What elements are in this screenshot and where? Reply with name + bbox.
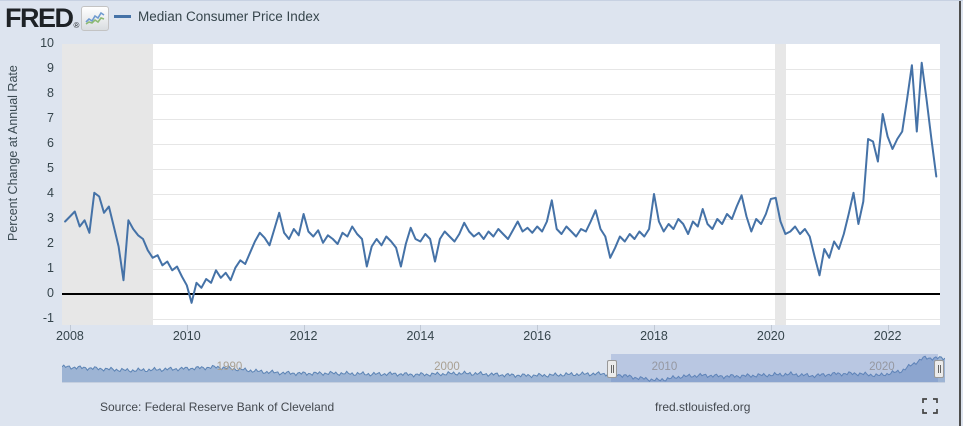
date-range-navigator[interactable]: 1990 2000 2010 2020 <box>62 354 945 383</box>
x-tick-label: 2014 <box>406 329 435 343</box>
x-tick-mark <box>887 325 889 331</box>
y-tick-label: 5 <box>47 161 54 175</box>
navigator-left-handle[interactable] <box>607 360 618 378</box>
x-tick-mark <box>770 325 772 331</box>
y-gridline <box>62 194 940 195</box>
fred-sparkline-icon <box>81 5 110 31</box>
y-gridline <box>62 269 940 270</box>
legend-item-median-cpi[interactable]: Median Consumer Price Index <box>114 9 320 24</box>
x-tick-label: 2010 <box>172 329 201 343</box>
navigator-year-label: 1990 <box>216 361 243 373</box>
y-gridline <box>62 244 940 245</box>
x-tick-mark <box>303 325 305 331</box>
window-right-border <box>959 1 961 426</box>
y-gridline <box>62 69 940 70</box>
x-tick-mark <box>537 325 539 331</box>
y-tick-label: 8 <box>47 86 54 100</box>
fred-site-link[interactable]: fred.stlouisfed.org <box>655 400 751 414</box>
zero-value-line <box>62 293 940 295</box>
navigator-year-label: 2000 <box>434 361 460 373</box>
navigator-right-handle[interactable] <box>934 360 945 378</box>
y-tick-label: 9 <box>47 61 54 75</box>
x-tick-label: 2020 <box>756 329 785 343</box>
x-tick-label: 2012 <box>289 329 318 343</box>
registered-trademark: ® <box>73 21 80 30</box>
y-tick-label: 7 <box>47 111 54 125</box>
fullscreen-icon <box>922 398 938 414</box>
y-gridline <box>62 169 940 170</box>
y-tick-label: -1 <box>42 311 54 325</box>
y-tick-label: 3 <box>47 211 54 225</box>
fred-logo-text: FRED <box>5 3 74 33</box>
source-attribution: Source: Federal Reserve Bank of Clevelan… <box>100 400 335 414</box>
median-cpi-line-series <box>64 61 938 304</box>
series-color-dash <box>114 15 131 18</box>
x-tick-mark <box>186 325 188 331</box>
y-tick-label: 6 <box>47 136 54 150</box>
y-tick-label: 10 <box>40 36 54 50</box>
y-gridline <box>62 119 940 120</box>
y-tick-label: 0 <box>47 286 54 300</box>
recession-shading-band <box>774 44 786 325</box>
series-legend-label: Median Consumer Price Index <box>138 9 320 24</box>
y-tick-label: 1 <box>47 261 54 275</box>
y-gridline <box>62 94 940 95</box>
navigator-selected-range[interactable] <box>611 354 939 382</box>
chart-header: FRED ® Median Consumer Price Index <box>0 1 959 37</box>
x-tick-mark <box>69 325 71 331</box>
fullscreen-button[interactable] <box>921 398 939 416</box>
x-tick-mark <box>420 325 422 331</box>
recession-shading-band <box>62 44 153 325</box>
y-gridline <box>62 144 940 145</box>
chart-plot-area[interactable] <box>62 44 940 325</box>
y-gridline <box>62 319 940 320</box>
y-axis-title: Percent Change at Annual Rate <box>6 65 20 241</box>
navigator-year-label: 2020 <box>869 361 895 373</box>
x-tick-label: 2022 <box>873 329 902 343</box>
y-tick-label: 4 <box>47 186 54 200</box>
navigator-sparkline-area <box>62 356 945 382</box>
x-tick-label: 2016 <box>523 329 552 343</box>
x-tick-mark <box>653 325 655 331</box>
x-tick-label: 2008 <box>56 329 84 343</box>
y-tick-label: 2 <box>47 236 54 250</box>
navigator-year-label: 2010 <box>651 361 678 373</box>
x-tick-label: 2018 <box>640 329 668 343</box>
fred-logo-link[interactable]: FRED ® <box>5 3 110 33</box>
y-gridline <box>62 219 940 220</box>
navigator-sparkline-line <box>62 355 945 382</box>
